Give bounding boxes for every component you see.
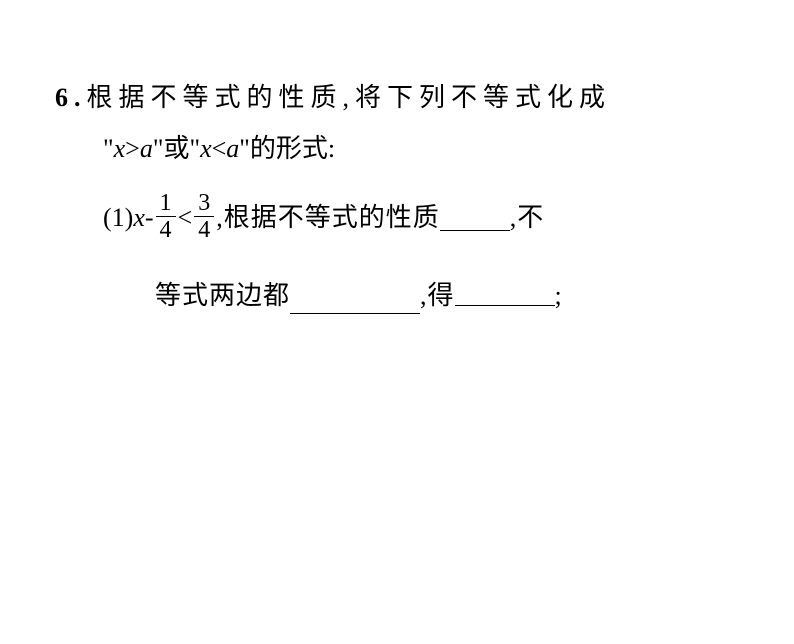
part1-text2: ,不 — [510, 195, 545, 242]
line4-text1: 等式两边都 — [155, 281, 290, 310]
line4-text2: ,得 — [420, 281, 455, 310]
var-x-1: x — [114, 134, 126, 163]
blank-2 — [290, 294, 420, 314]
blank-3 — [455, 286, 555, 306]
fraction-2: 34 — [194, 190, 214, 244]
line-2: "x>a"或"x<a"的形式: — [55, 126, 739, 173]
quote-open-1: " — [103, 134, 114, 163]
frac2-num: 3 — [194, 190, 214, 217]
line-3: (1)x-14<34,根据不等式的性质,不 — [55, 189, 739, 249]
line1-text: 根据不等式的性质,将下列不等式化成 — [87, 83, 612, 112]
var-x-3: x — [133, 195, 145, 242]
var-a-1: a — [140, 134, 153, 163]
line4-text3: ; — [555, 281, 563, 310]
fraction-1: 14 — [156, 190, 176, 244]
lt-sign-2: < — [178, 195, 193, 242]
frac2-den: 4 — [194, 217, 214, 243]
var-a-2: a — [226, 134, 239, 163]
minus-sign: - — [145, 195, 154, 242]
part1-text1: ,根据不等式的性质 — [216, 195, 440, 242]
problem-content: 6.根据不等式的性质,将下列不等式化成 "x>a"或"x<a"的形式: (1)x… — [0, 0, 794, 319]
var-x-2: x — [200, 134, 212, 163]
frac1-den: 4 — [156, 217, 176, 243]
mid-text: "或" — [153, 134, 200, 163]
line-4: 等式两边都 ,得; — [55, 273, 739, 320]
line-1: 6.根据不等式的性质,将下列不等式化成 — [55, 75, 739, 122]
part1-label: (1) — [103, 195, 133, 242]
line2-suffix: "的形式: — [239, 134, 335, 163]
problem-number: 6. — [55, 83, 87, 112]
lt-sign-1: < — [212, 134, 227, 163]
gt-sign: > — [125, 134, 140, 163]
frac1-num: 1 — [156, 190, 176, 217]
blank-1 — [440, 211, 510, 231]
